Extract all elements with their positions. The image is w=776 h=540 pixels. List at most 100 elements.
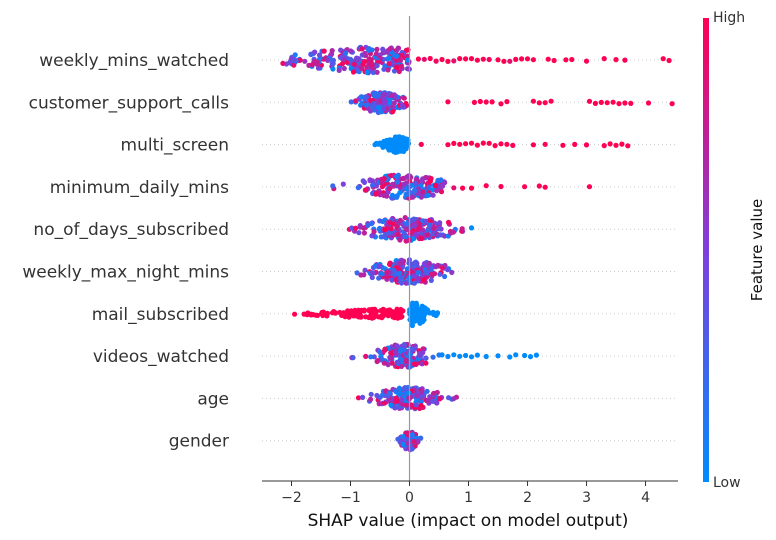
point-customer-support-calls bbox=[548, 98, 554, 104]
point-minimum-daily-mins bbox=[522, 184, 528, 190]
point-no-of-days-subscribed bbox=[436, 226, 442, 232]
colorbar-high-label: High bbox=[713, 10, 745, 26]
point-weekly-mins-watched bbox=[495, 57, 501, 63]
point-no-of-days-subscribed bbox=[419, 235, 425, 242]
point-minimum-daily-mins bbox=[355, 185, 361, 191]
point-minimum-daily-mins bbox=[379, 184, 385, 190]
point-mail-subscribed bbox=[332, 310, 339, 316]
point-mail-subscribed bbox=[361, 307, 367, 313]
point-customer-support-calls bbox=[348, 99, 354, 105]
point-minimum-daily-mins bbox=[412, 188, 418, 194]
point-no-of-days-subscribed bbox=[422, 218, 429, 224]
point-multi-screen bbox=[619, 141, 625, 147]
point-multi-screen bbox=[560, 142, 566, 148]
point-weekly-max-night-mins bbox=[379, 271, 385, 277]
point-weekly-max-night-mins bbox=[354, 270, 360, 276]
point-videos-watched bbox=[382, 347, 388, 353]
point-no-of-days-subscribed bbox=[356, 230, 362, 236]
point-minimum-daily-mins bbox=[340, 181, 346, 187]
point-no-of-days-subscribed bbox=[437, 220, 443, 226]
point-videos-watched bbox=[533, 352, 540, 358]
point-customer-support-calls bbox=[380, 92, 386, 98]
point-weekly-mins-watched bbox=[421, 56, 427, 62]
point-weekly-mins-watched bbox=[451, 58, 457, 64]
point-weekly-mins-watched bbox=[374, 69, 380, 75]
point-weekly-mins-watched bbox=[601, 56, 607, 62]
point-multi-screen bbox=[542, 141, 548, 147]
point-gender bbox=[409, 432, 415, 438]
point-weekly-mins-watched bbox=[457, 56, 463, 62]
point-customer-support-calls bbox=[483, 99, 489, 105]
point-weekly-mins-watched bbox=[480, 56, 486, 62]
point-age bbox=[431, 390, 437, 396]
point-weekly-mins-watched bbox=[341, 65, 347, 72]
point-customer-support-calls bbox=[377, 109, 384, 115]
point-weekly-mins-watched bbox=[404, 57, 410, 63]
point-weekly-max-night-mins bbox=[384, 269, 390, 275]
point-minimum-daily-mins bbox=[432, 182, 439, 189]
point-multi-screen bbox=[601, 143, 607, 149]
point-weekly-max-night-mins bbox=[435, 262, 441, 268]
point-weekly-max-night-mins bbox=[387, 260, 393, 266]
point-multi-screen bbox=[401, 143, 407, 149]
point-weekly-mins-watched bbox=[386, 61, 392, 67]
feature-label-customer-support-calls: customer_support_calls bbox=[29, 93, 230, 113]
point-weekly-mins-watched bbox=[395, 45, 402, 51]
point-age bbox=[376, 401, 382, 407]
point-gender bbox=[404, 432, 411, 438]
point-multi-screen bbox=[418, 141, 424, 147]
point-minimum-daily-mins bbox=[438, 189, 445, 195]
point-videos-watched bbox=[371, 354, 377, 360]
point-customer-support-calls bbox=[375, 98, 381, 104]
point-weekly-mins-watched bbox=[501, 58, 507, 64]
point-weekly-mins-watched bbox=[329, 48, 335, 54]
point-weekly-max-night-mins bbox=[442, 273, 448, 280]
point-minimum-daily-mins bbox=[404, 174, 410, 180]
point-videos-watched bbox=[522, 352, 528, 359]
point-minimum-daily-mins bbox=[483, 183, 489, 189]
point-mail-subscribed bbox=[370, 310, 376, 316]
point-customer-support-calls bbox=[645, 100, 652, 106]
point-customer-support-calls bbox=[371, 100, 377, 107]
point-minimum-daily-mins bbox=[468, 185, 475, 191]
point-mail-subscribed bbox=[419, 306, 425, 312]
x-ticks: −2 −1 0 1 2 3 4 bbox=[281, 481, 650, 506]
point-weekly-max-night-mins bbox=[411, 273, 417, 279]
point-gender bbox=[415, 438, 421, 444]
colorbar-bar bbox=[703, 18, 709, 482]
point-weekly-mins-watched bbox=[374, 46, 380, 53]
point-weekly-mins-watched bbox=[427, 55, 433, 62]
point-multi-screen bbox=[398, 135, 404, 141]
point-multi-screen bbox=[625, 143, 631, 149]
point-no-of-days-subscribed bbox=[426, 222, 433, 228]
point-weekly-mins-watched bbox=[583, 58, 590, 64]
point-videos-watched bbox=[430, 354, 436, 360]
point-weekly-mins-watched bbox=[309, 62, 315, 68]
point-weekly-max-night-mins bbox=[421, 261, 428, 267]
point-weekly-mins-watched bbox=[474, 57, 480, 63]
point-age bbox=[394, 398, 400, 404]
point-weekly-mins-watched bbox=[312, 49, 318, 55]
point-age bbox=[437, 396, 443, 402]
point-minimum-daily-mins bbox=[394, 173, 400, 180]
point-customer-support-calls bbox=[598, 99, 604, 105]
point-mail-subscribed bbox=[390, 309, 396, 315]
point-minimum-daily-mins bbox=[434, 188, 440, 194]
point-weekly-mins-watched bbox=[330, 60, 336, 67]
feature-label-gender: gender bbox=[169, 432, 229, 452]
point-mail-subscribed bbox=[308, 312, 314, 318]
point-weekly-max-night-mins bbox=[426, 260, 432, 266]
point-multi-screen bbox=[572, 141, 578, 147]
point-weekly-mins-watched bbox=[324, 57, 331, 63]
point-videos-watched bbox=[483, 353, 489, 360]
point-videos-watched bbox=[495, 353, 501, 359]
point-weekly-max-night-mins bbox=[424, 268, 430, 274]
point-multi-screen bbox=[504, 141, 510, 147]
point-weekly-mins-watched bbox=[463, 56, 469, 62]
point-no-of-days-subscribed bbox=[450, 229, 456, 235]
point-videos-watched bbox=[388, 355, 394, 361]
point-weekly-max-night-mins bbox=[404, 266, 410, 272]
point-customer-support-calls bbox=[399, 102, 405, 108]
point-customer-support-calls bbox=[384, 106, 390, 112]
point-weekly-mins-watched bbox=[291, 62, 297, 68]
